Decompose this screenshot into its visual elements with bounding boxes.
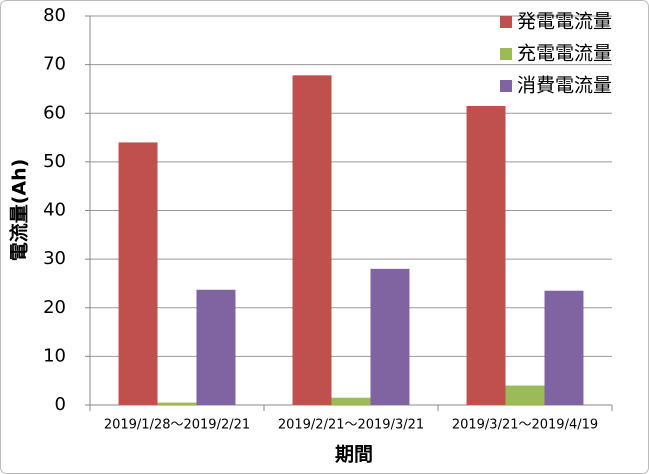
- y-tick-label: 0: [55, 394, 66, 415]
- y-tick-label: 20: [43, 297, 66, 318]
- bar: [196, 289, 236, 405]
- legend-label: 発電電流量: [517, 11, 612, 33]
- legend-label: 充電電流量: [517, 43, 612, 65]
- bar: [118, 142, 158, 406]
- y-tick-label: 70: [43, 54, 66, 75]
- bar: [505, 385, 545, 405]
- y-tick-label: 80: [43, 5, 66, 26]
- y-tick-label: 40: [43, 200, 66, 221]
- bar: [157, 402, 197, 405]
- y-tick-label: 10: [43, 345, 66, 366]
- x-tick-label: 2019/1/28～2019/2/21: [104, 418, 250, 433]
- legend-swatch: [500, 16, 512, 28]
- bar: [370, 268, 410, 405]
- legend-swatch: [500, 48, 512, 60]
- bar: [544, 290, 584, 405]
- y-tick-label: 50: [43, 151, 66, 172]
- legend-label: 消費電流量: [517, 75, 612, 97]
- y-tick-label: 30: [43, 248, 66, 269]
- y-tick-label: 60: [43, 102, 66, 123]
- legend-swatch: [500, 80, 512, 92]
- x-axis-label: 期間: [335, 444, 373, 466]
- bar: [466, 105, 506, 406]
- x-tick-label: 2019/3/21～2019/4/19: [452, 418, 598, 433]
- bar: [292, 75, 332, 405]
- x-tick-label: 2019/2/21～2019/3/21: [278, 418, 424, 433]
- y-axis-label: 電流量(Ah): [8, 159, 31, 262]
- bar: [331, 397, 371, 405]
